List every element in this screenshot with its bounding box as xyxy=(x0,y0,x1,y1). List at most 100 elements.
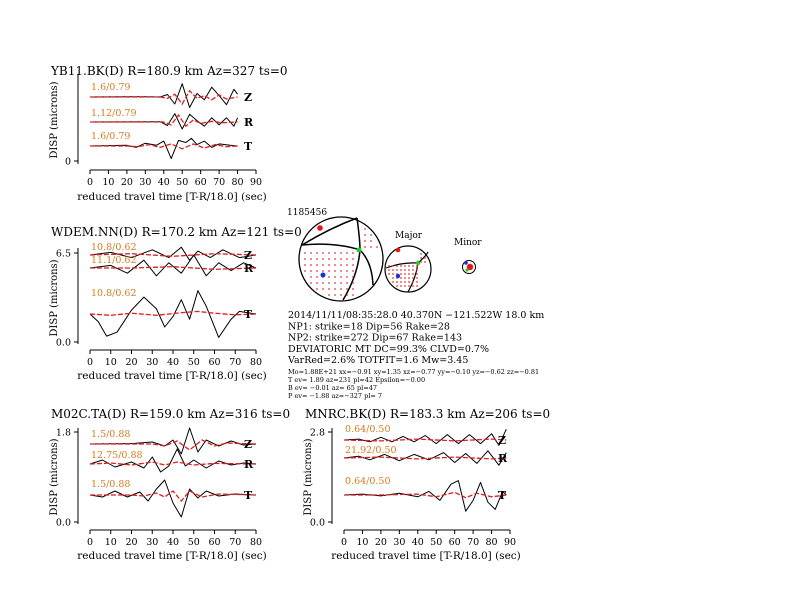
observed-trace-z xyxy=(89,427,257,455)
component-label: Z xyxy=(498,434,506,447)
amplitude-label: 10.8/0.62 xyxy=(91,288,137,299)
plot-area: 0 10 20 30 40 50 60 70 80 90 2.8 0.0 0.64/0.50 Z 21.92… xyxy=(310,424,516,548)
polarity-dot xyxy=(322,258,324,260)
polarity-dot xyxy=(346,288,348,290)
polarity-dot xyxy=(370,234,372,236)
panel-yb11: YB11.BK(D) R=180.9 km Az=327 ts=0 DISP (… xyxy=(49,64,288,203)
polarity-dot xyxy=(334,252,336,254)
polarity-dot xyxy=(396,265,398,267)
polarity-dot xyxy=(416,281,418,283)
polarity-dot xyxy=(328,252,330,254)
polarity-dot xyxy=(408,277,410,279)
polarity-dot xyxy=(352,288,354,290)
polarity-dot xyxy=(316,264,318,266)
beachball-large xyxy=(298,216,384,302)
polarity-dot xyxy=(388,269,390,271)
polarity-dot xyxy=(412,277,414,279)
moment-tensor-line: B ev= −0.01 az= 65 pl=47 xyxy=(288,384,377,392)
polarity-dot xyxy=(352,258,354,260)
polarity-dot xyxy=(310,282,312,284)
polarity-dot xyxy=(396,269,398,271)
polarity-dot xyxy=(304,252,306,254)
polarity-dot xyxy=(404,265,406,267)
polarity-dot xyxy=(400,277,402,279)
polarity-dot xyxy=(316,288,318,290)
x-tick-label: 60 xyxy=(449,537,461,548)
plot-area: 0 10 20 30 40 50 60 70 80 6.5 0.0 10.8/0.62 Z 11.1/0.… xyxy=(56,242,262,368)
component-label: T xyxy=(244,489,253,502)
polarity-dot xyxy=(334,276,336,278)
polarity-dot xyxy=(416,273,418,275)
x-tick-label: 80 xyxy=(486,537,498,548)
null-axis-marker xyxy=(356,247,362,253)
x-tick-label: 50 xyxy=(176,177,188,188)
polarity-dot xyxy=(424,257,426,259)
x-tick-label: 70 xyxy=(229,357,241,368)
observed-trace-t xyxy=(89,290,257,338)
x-axis-label: reduced travel time [T-R/18.0] (sec) xyxy=(77,370,267,382)
x-tick-label: 30 xyxy=(146,537,158,548)
polarity-dot xyxy=(352,270,354,272)
x-tick-label: 70 xyxy=(467,537,479,548)
polarity-dot xyxy=(408,285,410,287)
polarity-dot xyxy=(304,258,306,260)
polarity-dot xyxy=(334,294,336,296)
polarity-dot xyxy=(334,282,336,284)
amplitude-label: 10.8/0.62 xyxy=(91,242,137,253)
component-label: Z xyxy=(244,438,252,451)
amplitude-label: 0.64/0.50 xyxy=(345,476,391,487)
x-tick-label: 80 xyxy=(250,537,262,548)
x-tick-label: 10 xyxy=(356,537,368,548)
polarity-dot xyxy=(328,270,330,272)
polarity-dot xyxy=(408,273,410,275)
x-tick-label: 30 xyxy=(393,537,405,548)
component-label: Z xyxy=(244,91,252,104)
synthetic-trace-z xyxy=(90,89,238,106)
polarity-dot xyxy=(408,281,410,283)
polarity-dot xyxy=(392,281,394,283)
x-tick-label: 20 xyxy=(121,177,133,188)
x-tick-label: 30 xyxy=(146,357,158,368)
observed-trace-t xyxy=(89,479,257,518)
polarity-dot xyxy=(328,282,330,284)
x-axis-label: reduced travel time [T-R/18.0] (sec) xyxy=(77,550,267,562)
amplitude-label: 1.6/0.79 xyxy=(91,131,130,142)
x-tick-label: 60 xyxy=(195,177,207,188)
plot-area: 0 10 20 30 40 50 60 70 80 90 0 1.6/0.79 Z 1.12/0.79 R 1… xyxy=(65,74,262,188)
x-tick-label: 90 xyxy=(504,537,516,548)
nodal-plane-1 xyxy=(385,262,419,269)
polarity-dot xyxy=(412,269,414,271)
solution-info-line: NP1: strike=18 Dip=56 Rake=28 xyxy=(288,321,450,332)
solution-info-line: DEVIATORIC MT DC=99.3% CLVD=0.7% xyxy=(288,344,489,355)
x-tick-label: 50 xyxy=(430,537,442,548)
polarity-dot xyxy=(370,240,372,242)
polarity-dot xyxy=(346,252,348,254)
beachball-major xyxy=(384,245,432,293)
synthetic-trace-r xyxy=(343,456,507,460)
event-id: 1185456 xyxy=(287,208,327,218)
polarity-dot xyxy=(364,234,366,236)
amplitude-label: 1.5/0.88 xyxy=(91,429,130,440)
polarity-dot xyxy=(310,276,312,278)
component-label: T xyxy=(244,308,253,321)
polarity-dot xyxy=(310,258,312,260)
polarity-dot xyxy=(416,269,418,271)
polarity-dot xyxy=(404,285,406,287)
solution-info-line: NP2: strike=272 Dip=67 Rake=143 xyxy=(288,333,462,344)
null-axis-marker xyxy=(415,260,421,266)
moment-tensor-line: T ev= 1.89 az=231 pl=42 Epsilon=−0.00 xyxy=(288,376,425,384)
polarity-dot xyxy=(400,285,402,287)
polarity-dot xyxy=(404,269,406,271)
observed-trace-r xyxy=(343,450,507,466)
polarity-dot xyxy=(316,270,318,272)
polarity-dot xyxy=(412,285,414,287)
polarity-dot xyxy=(404,281,406,283)
polarity-dot xyxy=(352,282,354,284)
observed-trace-z xyxy=(89,246,257,261)
polarity-dot xyxy=(322,264,324,266)
beachball-minor xyxy=(462,260,476,274)
y-tick-label: 0.0 xyxy=(310,518,325,529)
polarity-dot xyxy=(304,270,306,272)
polarity-dot xyxy=(328,258,330,260)
y-tick-label: 6.5 xyxy=(56,249,71,260)
